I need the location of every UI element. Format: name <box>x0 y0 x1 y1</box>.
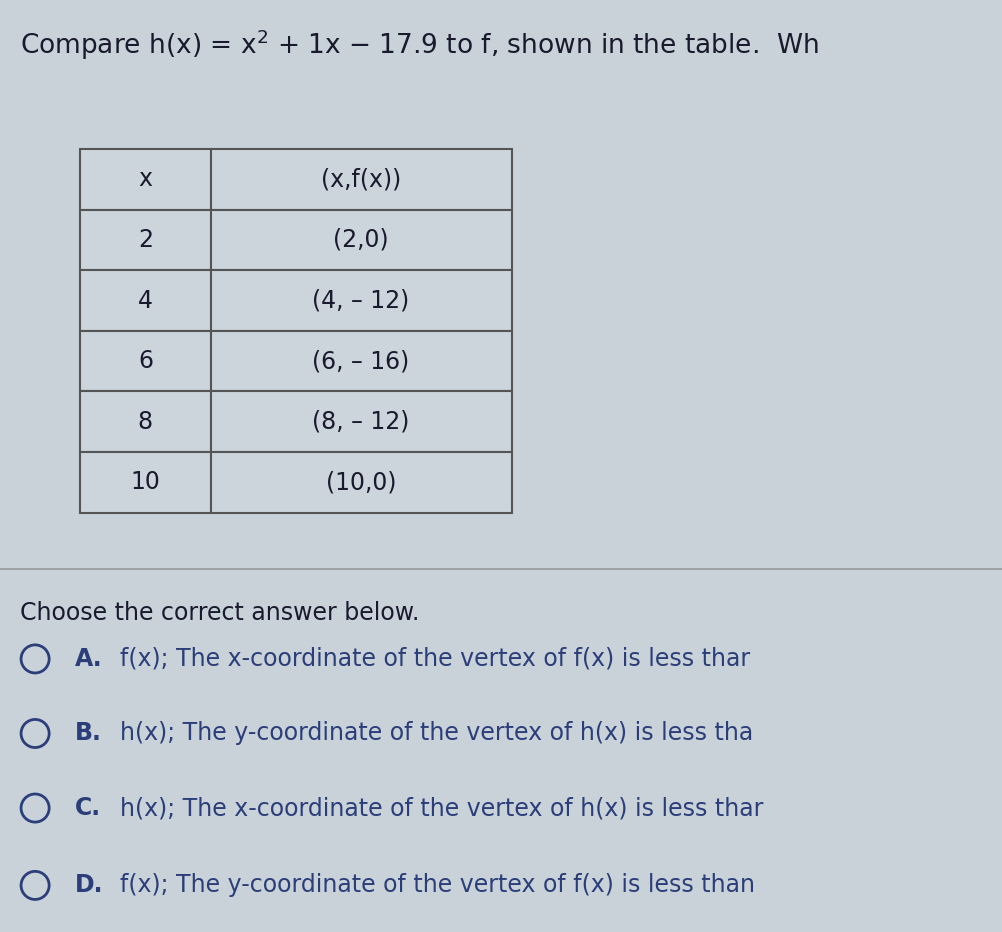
Text: (2,0): (2,0) <box>333 228 389 252</box>
Bar <box>210 210 511 270</box>
Bar <box>80 210 210 270</box>
Text: Compare h(x) = x$^2$ + 1x $-$ 17.9 to f, shown in the table.  Wh: Compare h(x) = x$^2$ + 1x $-$ 17.9 to f,… <box>20 28 818 62</box>
Bar <box>80 149 210 210</box>
Text: Choose the correct answer below.: Choose the correct answer below. <box>20 601 419 625</box>
Text: B.: B. <box>75 721 102 746</box>
Text: 8: 8 <box>137 410 153 433</box>
Text: f(x); The y-coordinate of the vertex of f(x) is less than: f(x); The y-coordinate of the vertex of … <box>120 873 755 898</box>
Text: (6, – 16): (6, – 16) <box>313 350 409 373</box>
Text: 2: 2 <box>138 228 152 252</box>
Text: (x,f(x)): (x,f(x)) <box>321 168 401 191</box>
Text: (4, – 12): (4, – 12) <box>313 289 409 312</box>
Bar <box>210 331 511 391</box>
Text: h(x); The y-coordinate of the vertex of h(x) is less tha: h(x); The y-coordinate of the vertex of … <box>120 721 753 746</box>
Bar <box>210 149 511 210</box>
Text: A.: A. <box>75 647 103 671</box>
Text: C.: C. <box>75 796 101 820</box>
Bar <box>80 270 210 331</box>
Bar <box>80 331 210 391</box>
Text: 6: 6 <box>138 350 152 373</box>
Text: D.: D. <box>75 873 103 898</box>
Text: (8, – 12): (8, – 12) <box>312 410 410 433</box>
Bar <box>210 452 511 513</box>
Text: (10,0): (10,0) <box>326 471 396 494</box>
Text: f(x); The x-coordinate of the vertex of f(x) is less thar: f(x); The x-coordinate of the vertex of … <box>120 647 749 671</box>
Bar <box>210 391 511 452</box>
Bar <box>80 391 210 452</box>
Text: h(x); The x-coordinate of the vertex of h(x) is less thar: h(x); The x-coordinate of the vertex of … <box>120 796 763 820</box>
Text: 10: 10 <box>130 471 160 494</box>
Text: x: x <box>138 168 152 191</box>
Text: 4: 4 <box>138 289 152 312</box>
Bar <box>210 270 511 331</box>
Bar <box>80 452 210 513</box>
